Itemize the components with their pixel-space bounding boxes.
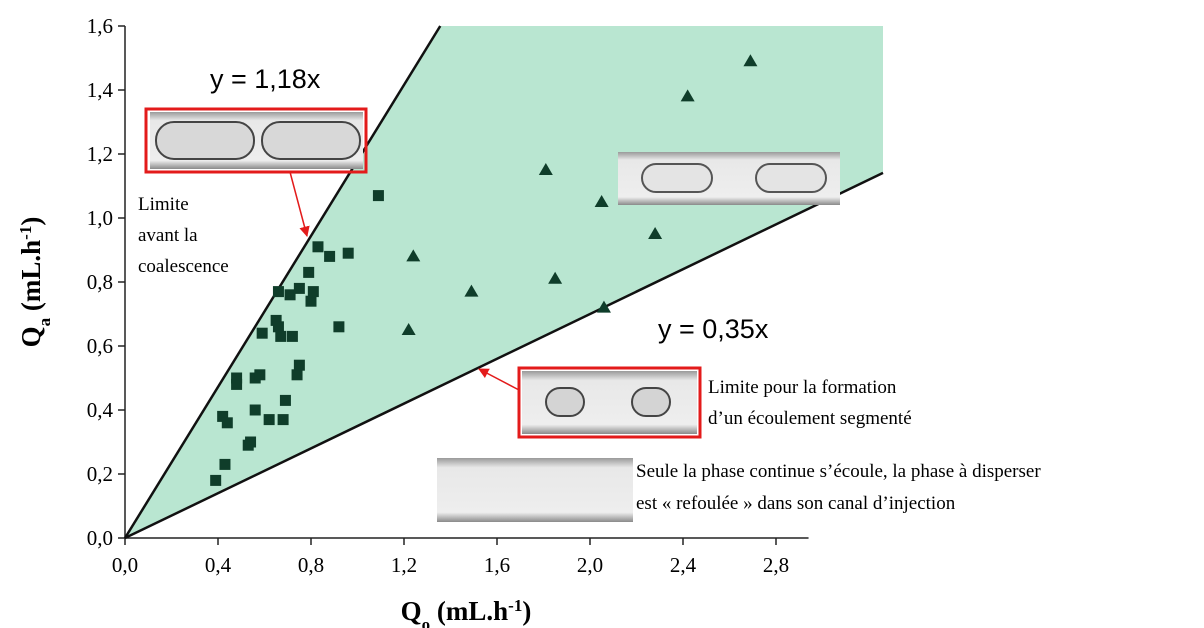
x-tick-label: 1,6 <box>484 553 510 577</box>
point <box>256 327 268 339</box>
x-tick-label: 2,0 <box>577 553 603 577</box>
annotation: avant la <box>138 225 198 246</box>
point <box>263 414 275 426</box>
boundary-line <box>123 25 442 539</box>
point <box>333 321 345 333</box>
x-tick-label: 0,8 <box>298 553 324 577</box>
line-label: y = 1,18x <box>210 64 321 94</box>
boundary-line <box>124 171 884 540</box>
point <box>293 282 305 294</box>
point <box>372 190 384 202</box>
ylabel-title: Qa (mL.h-1) <box>16 217 54 348</box>
axis-title-part: -1 <box>16 226 35 240</box>
axis-title-part: ) <box>522 596 531 626</box>
point <box>307 286 319 298</box>
point <box>342 247 354 259</box>
point <box>594 195 609 207</box>
point <box>293 359 305 371</box>
point <box>312 241 324 253</box>
y-tick-label: 1,2 <box>87 142 113 166</box>
arrow <box>478 368 520 391</box>
point <box>286 330 298 342</box>
annotation: coalescence <box>138 256 229 277</box>
point <box>284 289 296 301</box>
x-tick-label: 2,8 <box>763 553 789 577</box>
annotation: Limite <box>138 194 189 215</box>
inset-plugs <box>618 152 840 205</box>
point <box>231 372 243 384</box>
inset-capsules <box>144 107 368 174</box>
y-tick-label: 0,6 <box>87 334 113 358</box>
point <box>279 394 291 406</box>
y-tick-label: 1,0 <box>87 206 113 230</box>
axis-title-part: (mL.h <box>430 596 508 626</box>
x-tick-label: 0,0 <box>112 553 138 577</box>
axis-title-part: Q <box>401 596 422 626</box>
point <box>324 250 336 262</box>
annotation: d’un écoulement segmenté <box>708 408 912 429</box>
point <box>648 227 663 239</box>
inset-droplets <box>517 366 702 439</box>
point <box>245 436 257 448</box>
x-tick-label: 0,4 <box>205 553 232 577</box>
point <box>291 369 303 381</box>
y-tick-label: 1,4 <box>87 78 114 102</box>
point <box>275 330 287 342</box>
y-tick-label: 0,2 <box>87 462 113 486</box>
axis-title-part: -1 <box>508 596 522 615</box>
axis-title-part: ) <box>16 217 46 226</box>
y-tick-label: 0,8 <box>87 270 113 294</box>
arrow <box>289 171 310 238</box>
point <box>272 286 284 298</box>
xlabel-title: Qo (mL.h-1) <box>401 596 532 628</box>
axis-title-part: Q <box>16 326 46 347</box>
x-tick-label: 2,4 <box>670 553 697 577</box>
point <box>272 321 284 333</box>
annotation: Limite pour la formation <box>708 377 897 398</box>
point <box>680 89 695 102</box>
point <box>231 378 243 390</box>
point <box>219 458 231 470</box>
annotation: est « refoulée » dans son canal d’inject… <box>636 493 956 514</box>
point <box>254 369 266 381</box>
point <box>303 266 315 278</box>
point <box>221 417 233 429</box>
line-label: y = 0,35x <box>658 314 769 344</box>
x-tick-label: 1,2 <box>391 553 417 577</box>
point <box>596 300 611 313</box>
point <box>548 271 563 284</box>
point <box>464 284 479 297</box>
point <box>743 54 758 67</box>
point <box>249 404 261 416</box>
point <box>277 414 289 426</box>
axis-title-part: o <box>422 615 431 628</box>
point <box>538 163 553 175</box>
point <box>406 249 421 262</box>
point <box>217 410 229 422</box>
axis-title-part: a <box>35 317 54 326</box>
point <box>210 474 222 486</box>
annotation: Seule la phase continue s’écoule, la pha… <box>636 461 1041 482</box>
y-tick-label: 0,4 <box>87 398 114 422</box>
point <box>401 323 416 335</box>
axis-title-part: (mL.h <box>16 240 46 318</box>
point <box>305 295 317 307</box>
y-tick-label: 0,0 <box>87 526 113 550</box>
y-tick-label: 1,6 <box>87 14 113 38</box>
inset-empty <box>437 458 633 522</box>
point <box>270 314 282 326</box>
